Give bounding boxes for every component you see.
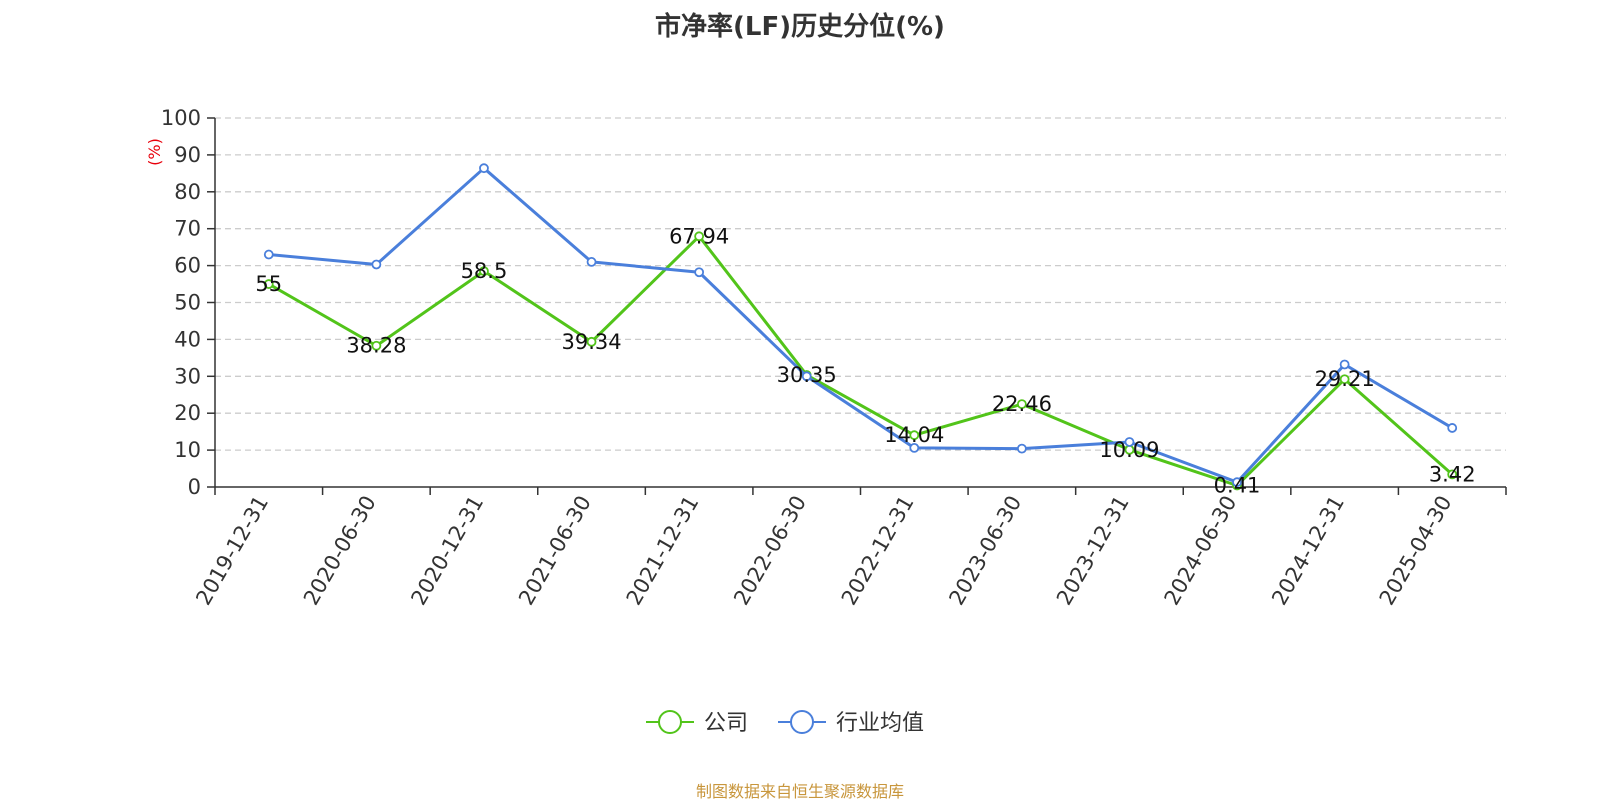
data-point-1: [479, 163, 489, 174]
legend-label: 行业均值: [836, 711, 924, 736]
data-point-1: [586, 257, 597, 267]
data-label: 0.41: [1214, 473, 1261, 497]
data-point-0: [586, 336, 597, 347]
data-point-1: [1232, 477, 1242, 488]
legend-item-1[interactable]: 行业均值: [778, 710, 924, 736]
x-tick-label: 2021-12-31: [622, 492, 704, 610]
data-point-0: [694, 231, 705, 242]
data-point-1: [1124, 437, 1135, 447]
data-label: 29.21: [1315, 367, 1375, 391]
data-point-1: [1016, 443, 1027, 454]
x-tick-label: 2025-04-30: [1375, 492, 1457, 610]
data-label: 55: [255, 272, 282, 296]
data-label: 22.46: [992, 392, 1052, 416]
data-point-1: [1339, 359, 1350, 370]
y-tick-label: 90: [174, 143, 201, 167]
data-label: 10.09: [1099, 438, 1159, 462]
legend-marker: [790, 710, 814, 734]
y-tick-label: 70: [174, 217, 201, 241]
y-tick-label: 100: [161, 106, 201, 130]
data-label: 67.94: [669, 224, 729, 248]
data-label: 3.42: [1429, 462, 1476, 486]
x-tick-label: 2022-06-30: [729, 492, 811, 610]
data-point-1: [694, 267, 705, 278]
data-point-0: [909, 430, 920, 441]
data-point-0: [263, 279, 274, 289]
data-point-1: [801, 371, 812, 382]
data-label: 14.04: [884, 423, 944, 447]
x-tick-label: 2022-12-31: [837, 492, 919, 610]
y-tick-label: 30: [174, 364, 201, 388]
x-tick-label: 2020-06-30: [299, 492, 381, 610]
series-line-1: [268, 166, 1453, 484]
data-label: 58.5: [461, 259, 508, 283]
y-tick-label: 0: [188, 475, 201, 499]
y-tick-label: 10: [174, 438, 201, 462]
x-tick-label: 2021-06-30: [514, 492, 596, 610]
x-tick-label: 2020-12-31: [406, 492, 488, 610]
data-point-0: [1447, 469, 1458, 480]
series-layer: [263, 163, 1458, 491]
legend-marker: [658, 710, 682, 734]
data-point-0: [479, 266, 489, 277]
y-tick-label: 40: [174, 327, 201, 351]
data-label: 38.28: [346, 334, 406, 358]
data-point-0: [1016, 399, 1027, 410]
y-tick-label: 60: [174, 254, 201, 278]
y-tick-label: 50: [174, 291, 201, 315]
x-tick-label: 2019-12-31: [191, 492, 273, 610]
data-point-1: [1447, 423, 1458, 433]
x-tick-label: 2024-12-31: [1267, 492, 1349, 610]
data-point-1: [263, 249, 274, 260]
y-axis-unit-label: (%): [145, 138, 164, 166]
data-label: 39.34: [561, 330, 621, 354]
data-point-0: [1339, 374, 1350, 385]
y-tick-label: 80: [174, 180, 201, 204]
series-line-0: [268, 234, 1454, 487]
x-tick-label: 2024-06-30: [1160, 492, 1242, 610]
data-point-0: [371, 340, 382, 351]
x-tick-label: 2023-12-31: [1052, 492, 1134, 610]
legend[interactable]: 公司 行业均值: [646, 710, 924, 736]
x-tick-label: 2023-06-30: [944, 492, 1026, 610]
legend-item-0[interactable]: 公司: [646, 710, 748, 736]
data-labels: 55 38.28 58.5 39.34 67.94 30.35 14.04 22.46 10.0…: [255, 224, 1475, 497]
y-tick-label: 20: [174, 401, 201, 425]
legend-label: 公司: [704, 711, 748, 736]
data-point-1: [909, 442, 920, 453]
chart-title: 市净率(LF)历史分位(%): [655, 12, 945, 42]
data-label: 30.35: [777, 363, 837, 387]
data-point-1: [371, 259, 382, 270]
source-note: 制图数据来自恒生聚源数据库: [695, 782, 904, 801]
